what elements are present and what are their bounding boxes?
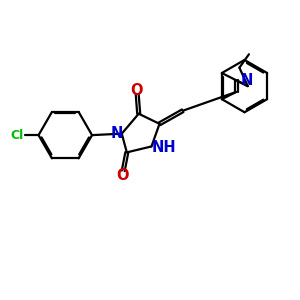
Text: NH: NH [152, 140, 176, 154]
Text: O: O [130, 83, 143, 98]
Text: O: O [116, 168, 128, 183]
Text: Cl: Cl [11, 129, 24, 142]
Text: N: N [241, 73, 253, 88]
Text: N: N [110, 126, 123, 141]
